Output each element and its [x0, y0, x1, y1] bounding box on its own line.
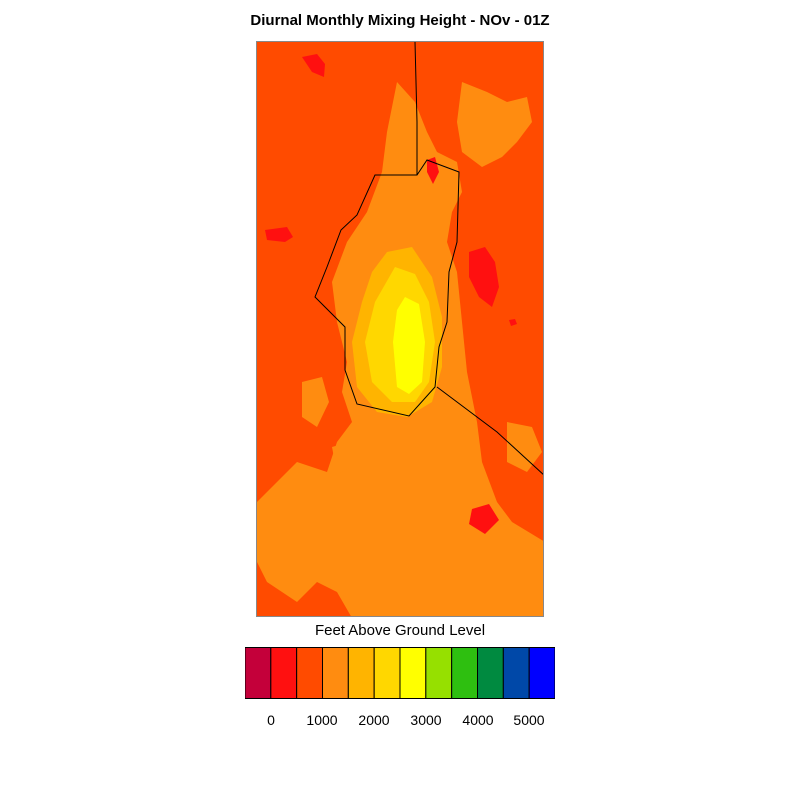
east-small-red-dot — [509, 319, 517, 326]
state-boundary-polygon — [314, 159, 460, 417]
colorbar-cell-11 — [528, 647, 555, 699]
boundary-lines — [314, 42, 543, 475]
tick-label-1000: 1000 — [306, 712, 338, 728]
yellow-contour-region — [393, 297, 425, 394]
north-boundary-line — [414, 42, 418, 175]
colorbar-cell-4 — [347, 647, 375, 699]
mixing-height-map — [256, 41, 544, 617]
tick-label-2000: 2000 — [358, 712, 390, 728]
colorbar-cell-2 — [296, 647, 323, 699]
yellow-region — [393, 297, 425, 394]
colorbar-label: Feet Above Ground Level — [314, 622, 486, 639]
west-red-patch — [265, 227, 293, 242]
colorbar-cell-8 — [451, 647, 478, 699]
tick-label-3000: 3000 — [410, 712, 442, 728]
southwest-light-orange-patch — [332, 442, 352, 474]
colorbar-cell-10 — [502, 647, 530, 699]
colorbar-ticks: 0 1000 2000 3000 4000 5000 — [0, 712, 800, 732]
colorbar-cell-5 — [373, 647, 401, 699]
west-light-orange-patch — [302, 377, 329, 427]
southeast-red-patch — [469, 504, 499, 534]
contour-map-svg — [257, 42, 543, 616]
map-title: Diurnal Monthly Mixing Height - NOv - 01… — [250, 12, 550, 29]
southeast-boundary-line — [436, 386, 543, 475]
east-red-patch — [469, 247, 499, 307]
colorbar-cell-9 — [477, 647, 504, 699]
tick-label-0: 0 — [267, 712, 275, 728]
north-red-patch — [302, 54, 325, 77]
northeast-light-orange-region — [457, 82, 532, 167]
tick-label-5000: 5000 — [513, 712, 545, 728]
colorbar-cell-1 — [270, 647, 298, 699]
colorbar — [245, 647, 555, 699]
colorbar-cell-3 — [322, 647, 349, 699]
colorbar-cell-7 — [425, 647, 453, 699]
colorbar-cell-6 — [399, 647, 427, 699]
colorbar-cells — [245, 647, 555, 699]
colorbar-cell-0 — [245, 647, 272, 699]
tick-label-4000: 4000 — [462, 712, 494, 728]
east-light-orange-patch — [507, 422, 542, 472]
